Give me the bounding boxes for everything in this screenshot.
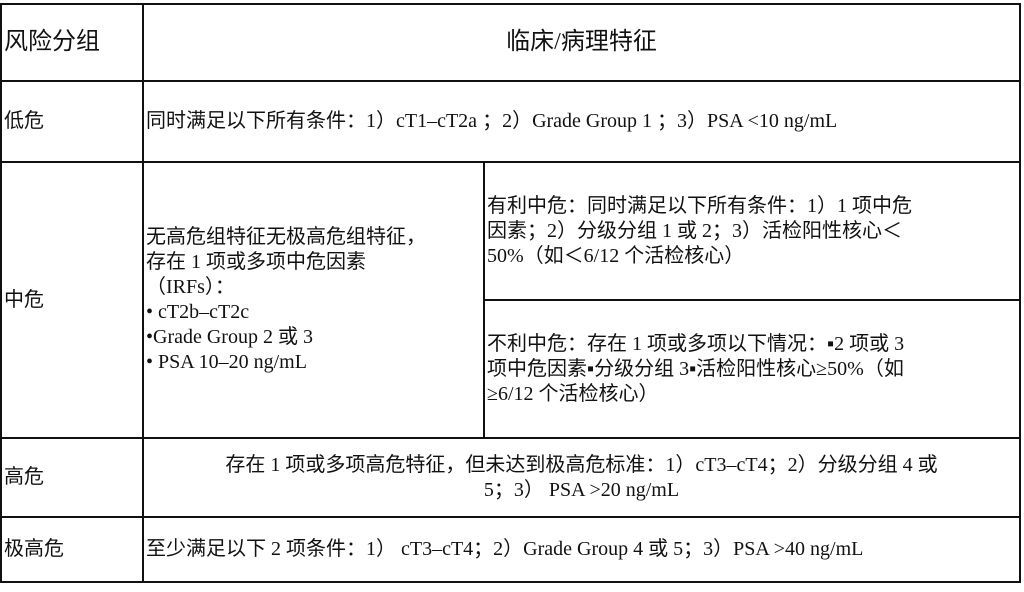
general-line: 无高危组特征无极高危组特征， bbox=[146, 226, 426, 248]
general-line: •Grade Group 2 或 3 bbox=[146, 326, 313, 348]
header-features-text: 临床/病理特征 bbox=[506, 29, 657, 55]
group-very-high: 极高危 bbox=[4, 518, 140, 581]
border-left bbox=[0, 3, 2, 583]
group-very-high-text: 极高危 bbox=[4, 538, 64, 560]
header-features: 临床/病理特征 bbox=[144, 5, 1019, 80]
border-high bbox=[0, 516, 1021, 518]
group-intermediate: 中危 bbox=[4, 163, 140, 437]
group-low-text: 低危 bbox=[4, 110, 44, 132]
features-high-line: 存在 1 项或多项高危特征，但未达到极高危标准：1）cT3–cT4；2）分级分组… bbox=[225, 453, 938, 476]
group-low: 低危 bbox=[4, 82, 140, 161]
features-low: 同时满足以下所有条件：1）cT1–cT2a ；2）Grade Group 1 ；… bbox=[146, 82, 1016, 161]
group-high-text: 高危 bbox=[4, 466, 44, 488]
favorable-line: 有利中危：同时满足以下所有条件：1）1 项中危 bbox=[487, 194, 912, 217]
border-header bbox=[0, 80, 1021, 82]
border-low bbox=[0, 161, 1021, 163]
border-right bbox=[1019, 3, 1021, 583]
header-group-text: 风险分组 bbox=[4, 29, 100, 55]
border-col bbox=[142, 3, 144, 583]
unfavorable-line: 项中危因素▪分级分组 3▪活检阳性核心≥50%（如 bbox=[487, 357, 904, 380]
group-intermediate-text: 中危 bbox=[4, 288, 44, 311]
border-sub bbox=[484, 299, 1021, 301]
favorable-line: 50%（如＜6/12 个活检核心） bbox=[487, 244, 745, 267]
header-group: 风险分组 bbox=[4, 5, 140, 80]
features-unfavorable-intermediate: 不利中危：存在 1 项或多项以下情况：▪2 项或 3 项中危因素▪分级分组 3▪… bbox=[487, 301, 1017, 437]
features-high-line: 5；3） PSA >20 ng/mL bbox=[483, 478, 680, 501]
border-bottom bbox=[0, 581, 1021, 583]
border-top bbox=[0, 3, 1021, 5]
features-low-line: 同时满足以下所有条件：1）cT1–cT2a ；2）Grade Group 1 ；… bbox=[146, 110, 838, 132]
border-mid bbox=[0, 437, 1021, 439]
group-high: 高危 bbox=[4, 439, 140, 516]
general-line: （IRFs）： bbox=[146, 276, 235, 298]
features-favorable-intermediate: 有利中危：同时满足以下所有条件：1）1 项中危 因素；2）分级分组 1 或 2；… bbox=[487, 163, 1017, 299]
favorable-line: 因素；2）分级分组 1 或 2；3）活检阳性核心＜ bbox=[487, 219, 902, 242]
border-mid-col bbox=[483, 161, 485, 439]
unfavorable-line: ≥6/12 个活检核心） bbox=[487, 382, 659, 405]
features-high: 存在 1 项或多项高危特征，但未达到极高危标准：1）cT3–cT4；2）分级分组… bbox=[144, 439, 1019, 516]
features-intermediate-general: 无高危组特征无极高危组特征， 存在 1 项或多项中危因素 （IRFs）： • c… bbox=[146, 163, 482, 437]
general-line: • cT2b–cT2c bbox=[146, 301, 250, 323]
unfavorable-line: 不利中危：存在 1 项或多项以下情况：▪2 项或 3 bbox=[487, 332, 905, 355]
general-line: 存在 1 项或多项中危因素 bbox=[146, 251, 366, 273]
features-very-high-line: 至少满足以下 2 项条件：1） cT3–cT4；2）Grade Group 4 … bbox=[146, 538, 864, 560]
general-line: • PSA 10–20 ng/mL bbox=[146, 351, 307, 373]
features-very-high: 至少满足以下 2 项条件：1） cT3–cT4；2）Grade Group 4 … bbox=[146, 518, 1020, 581]
